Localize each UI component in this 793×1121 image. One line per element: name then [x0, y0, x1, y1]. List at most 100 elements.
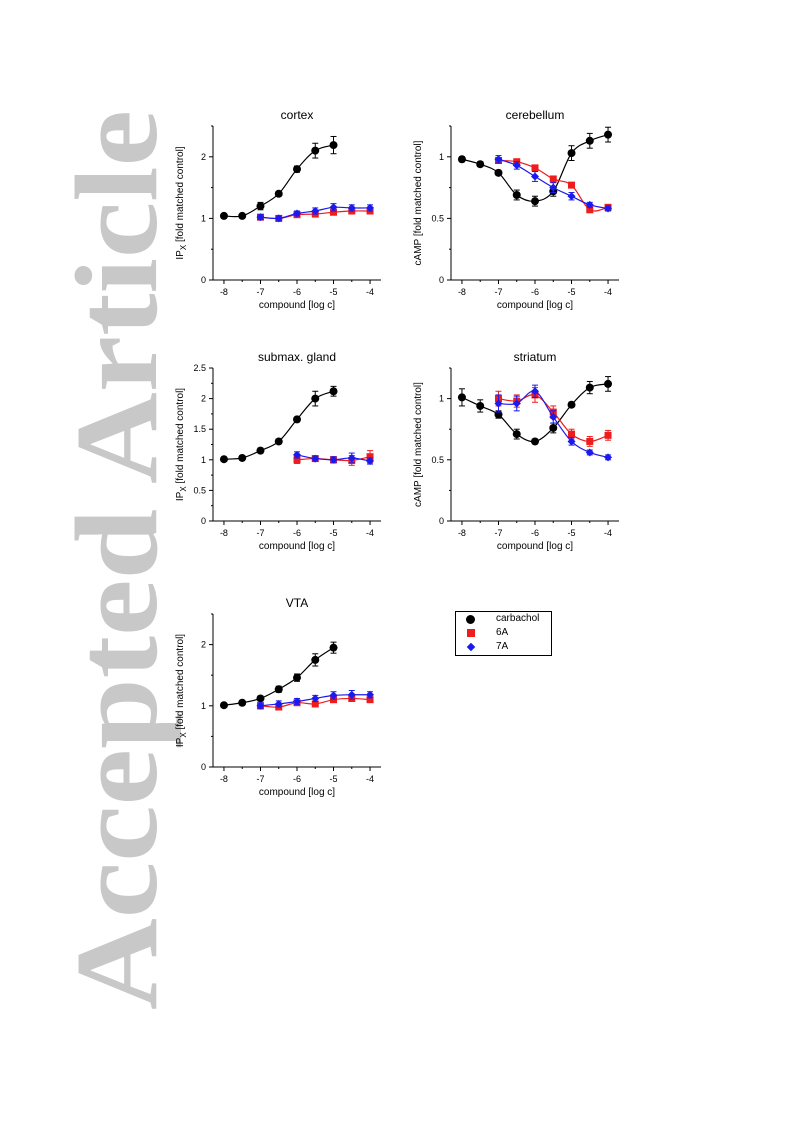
y-tick-label: 1 [201, 213, 206, 223]
y-tick-label: 0.5 [431, 455, 444, 465]
series-carbachol [219, 641, 338, 710]
data-point [366, 690, 375, 699]
data-point [311, 700, 319, 708]
data-point [585, 448, 594, 457]
x-tick-label: -5 [568, 528, 576, 538]
x-tick-label: -6 [531, 528, 539, 538]
data-point [293, 415, 301, 424]
series-7a [494, 155, 613, 213]
data-point [531, 437, 539, 446]
data-point [604, 453, 613, 462]
series-7a [293, 450, 375, 466]
data-point [238, 211, 247, 220]
data-point [567, 437, 576, 446]
data-point [457, 393, 466, 402]
data-point [311, 146, 320, 155]
legend-label: 6A [496, 627, 509, 638]
data-point [567, 192, 576, 201]
chart-panel: -8 -7 -6 -5 -4 0 1 2 VTA compound [log c] IPX [fol… [175, 596, 381, 798]
chart-title: VTA [286, 596, 308, 610]
x-tick-label: -5 [330, 528, 338, 538]
data-point [256, 202, 265, 211]
y-tick-label: 1 [201, 455, 206, 465]
data-point [567, 149, 576, 158]
x-tick-label: -8 [220, 774, 228, 784]
y-tick-label: 0 [201, 516, 206, 526]
data-point [512, 190, 521, 199]
data-point [494, 155, 503, 164]
chart-panel: -8 -7 -6 -5 -4 0 1 2 cortex compound [log c] IPX [… [175, 108, 381, 311]
data-point [568, 181, 576, 189]
x-tick-label: -6 [293, 287, 301, 297]
data-point [604, 204, 613, 213]
x-tick-label: -5 [330, 287, 338, 297]
series-7a [256, 203, 375, 223]
data-point [256, 701, 265, 710]
data-point [531, 197, 539, 206]
data-point [347, 690, 356, 699]
data-point [330, 696, 338, 704]
legend-item-carbachol: carbachol [456, 613, 553, 626]
x-tick-label: -7 [256, 774, 264, 784]
legend-label: 7A [496, 641, 509, 652]
data-point [531, 164, 539, 172]
data-point [311, 394, 320, 403]
data-point [549, 412, 558, 421]
y-tick-label: 2 [201, 640, 206, 650]
x-tick-label: -7 [494, 287, 502, 297]
y-axis-label: IPX [fold matched control] [175, 388, 188, 501]
data-point [293, 456, 301, 464]
data-point [494, 168, 503, 177]
y-axis-label: cAMP [fold matched control] [413, 140, 424, 265]
data-point [293, 165, 301, 174]
y-axis-label: cAMP [fold matched control] [413, 382, 424, 507]
x-tick-label: -4 [604, 528, 612, 538]
data-point [366, 457, 375, 466]
data-point [604, 130, 613, 139]
data-point [274, 214, 283, 223]
data-point [531, 387, 539, 396]
x-tick-label: -6 [293, 528, 301, 538]
series-7a [494, 384, 613, 462]
data-point [366, 203, 375, 212]
data-point [238, 453, 247, 462]
x-tick-label: -4 [604, 287, 612, 297]
data-point [494, 399, 503, 408]
data-point [329, 691, 338, 700]
data-point [274, 699, 283, 708]
data-point [568, 430, 576, 438]
data-point [330, 208, 338, 216]
data-point [311, 655, 320, 664]
data-point [512, 430, 521, 439]
x-tick-label: -8 [220, 528, 228, 538]
data-point [293, 209, 301, 218]
series-carbachol [219, 385, 338, 464]
x-tick-label: -4 [366, 528, 374, 538]
x-axis-label: compound [log c] [259, 300, 335, 311]
watermark-text: Accepted Article [60, 110, 182, 1010]
chart-title: submax. gland [258, 350, 336, 364]
x-axis-label: compound [log c] [497, 541, 573, 552]
x-tick-label: -7 [494, 528, 502, 538]
data-point [347, 453, 356, 462]
data-point [586, 206, 594, 214]
data-point [585, 383, 594, 392]
x-axis-label: compound [log c] [259, 787, 335, 798]
chart-title: striatum [514, 350, 557, 364]
x-tick-label: -4 [366, 774, 374, 784]
data-point [549, 175, 557, 183]
y-tick-label: 0 [439, 516, 444, 526]
square-marker-icon [467, 629, 475, 637]
data-point [329, 387, 338, 396]
data-point [512, 399, 521, 408]
data-point [329, 203, 338, 212]
x-tick-label: -8 [458, 287, 466, 297]
chart-title: cortex [281, 108, 314, 122]
data-point [256, 213, 265, 222]
data-point [567, 400, 576, 409]
data-point [329, 643, 338, 652]
fit-curve [223, 144, 334, 218]
y-axis-label: IPX [fold matched control] [175, 146, 188, 259]
data-point [293, 673, 301, 682]
series-7a [256, 690, 375, 710]
